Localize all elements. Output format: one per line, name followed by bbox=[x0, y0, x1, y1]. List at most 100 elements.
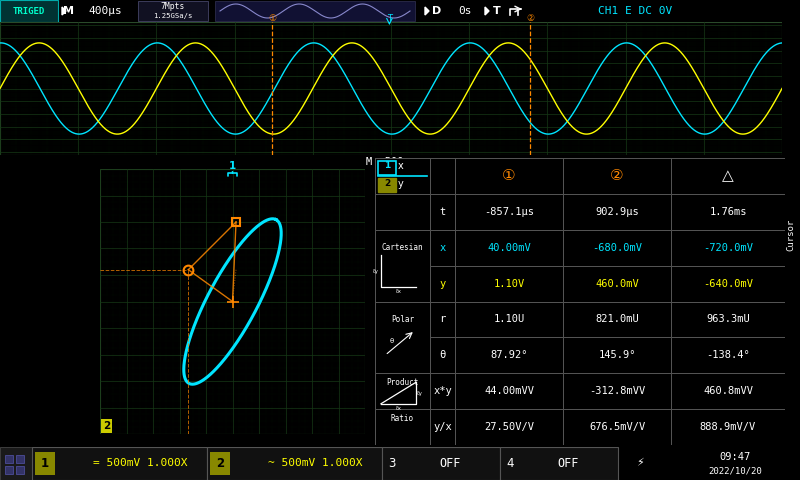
Polygon shape bbox=[62, 7, 66, 15]
Text: -640.0mV: -640.0mV bbox=[703, 279, 753, 288]
Bar bbox=[671, 409, 785, 445]
Text: ②: ② bbox=[526, 13, 534, 23]
Bar bbox=[375, 301, 430, 373]
Bar bbox=[671, 373, 785, 409]
Bar bbox=[430, 158, 455, 194]
Bar bbox=[455, 301, 563, 337]
Bar bbox=[455, 337, 563, 373]
Text: 2: 2 bbox=[102, 421, 110, 432]
Bar bbox=[375, 230, 430, 301]
Bar bbox=[378, 161, 396, 175]
Bar bbox=[430, 230, 455, 266]
Text: r: r bbox=[439, 314, 446, 324]
Text: 676.5mV/V: 676.5mV/V bbox=[589, 422, 645, 432]
Text: T: T bbox=[387, 13, 392, 23]
Text: Cartesian: Cartesian bbox=[382, 243, 423, 252]
Text: t: t bbox=[439, 207, 446, 217]
Bar bbox=[563, 337, 671, 373]
Bar bbox=[375, 158, 430, 194]
Text: 902.9μs: 902.9μs bbox=[595, 207, 639, 217]
Text: ②: ② bbox=[610, 168, 624, 183]
Text: 44.00mVV: 44.00mVV bbox=[484, 386, 534, 396]
Text: δx: δx bbox=[395, 289, 402, 294]
Bar bbox=[455, 409, 563, 445]
Text: y/x: y/x bbox=[433, 422, 452, 432]
Bar bbox=[430, 337, 455, 373]
Text: 1.10V: 1.10V bbox=[494, 279, 525, 288]
Bar bbox=[671, 194, 785, 230]
Text: M  500μs: M 500μs bbox=[366, 157, 416, 167]
Bar bbox=[563, 266, 671, 301]
Text: 7Mpts: 7Mpts bbox=[161, 1, 185, 11]
Text: M: M bbox=[62, 6, 74, 16]
Bar bbox=[563, 194, 671, 230]
Text: TRIGED: TRIGED bbox=[13, 7, 45, 15]
Bar bbox=[378, 178, 396, 192]
Text: y: y bbox=[398, 179, 404, 189]
Polygon shape bbox=[425, 7, 429, 15]
Text: x: x bbox=[398, 161, 404, 171]
Bar bbox=[375, 409, 430, 445]
Bar bbox=[430, 266, 455, 301]
Text: 460.8mVV: 460.8mVV bbox=[703, 386, 753, 396]
Text: x*y: x*y bbox=[433, 386, 452, 396]
Text: x: x bbox=[439, 243, 446, 253]
Bar bbox=[16, 455, 24, 463]
Text: = 500mV 1.000X: = 500mV 1.000X bbox=[93, 458, 187, 468]
Bar bbox=[563, 409, 671, 445]
Text: 460.0mV: 460.0mV bbox=[595, 279, 639, 288]
Text: θ: θ bbox=[439, 350, 446, 360]
Bar bbox=[455, 158, 563, 194]
Text: T: T bbox=[493, 6, 501, 16]
Text: 1.76ms: 1.76ms bbox=[710, 207, 746, 217]
Text: θ: θ bbox=[390, 338, 394, 344]
Bar bbox=[375, 373, 430, 409]
Bar bbox=[563, 301, 671, 337]
Text: 3: 3 bbox=[388, 457, 396, 470]
Text: δx: δx bbox=[395, 406, 402, 411]
Bar bbox=[563, 373, 671, 409]
Bar bbox=[0, 447, 32, 480]
Bar bbox=[455, 194, 563, 230]
Text: -312.8mVV: -312.8mVV bbox=[589, 386, 645, 396]
Text: OFF: OFF bbox=[558, 457, 578, 470]
Text: 888.9mV/V: 888.9mV/V bbox=[700, 422, 756, 432]
Text: △: △ bbox=[722, 168, 734, 183]
Polygon shape bbox=[485, 7, 489, 15]
Bar bbox=[671, 230, 785, 266]
Text: 87.92°: 87.92° bbox=[490, 350, 528, 360]
Bar bbox=[35, 452, 55, 475]
Text: 0s: 0s bbox=[458, 6, 472, 16]
Text: Polar: Polar bbox=[391, 315, 414, 324]
Bar bbox=[671, 337, 785, 373]
Text: -857.1μs: -857.1μs bbox=[484, 207, 534, 217]
Text: 2: 2 bbox=[384, 180, 390, 189]
Bar bbox=[455, 230, 563, 266]
Bar bbox=[563, 158, 671, 194]
Bar bbox=[455, 373, 563, 409]
Text: 400μs: 400μs bbox=[88, 6, 122, 16]
Bar bbox=[563, 230, 671, 266]
Bar bbox=[5, 455, 13, 463]
Bar bbox=[32, 447, 207, 480]
Bar bbox=[375, 194, 430, 230]
Text: ~ 500mV 1.000X: ~ 500mV 1.000X bbox=[268, 458, 362, 468]
Bar bbox=[671, 301, 785, 337]
Text: 09:47: 09:47 bbox=[719, 452, 750, 462]
Bar bbox=[500, 447, 618, 480]
Text: -138.4°: -138.4° bbox=[706, 350, 750, 360]
Text: 2: 2 bbox=[216, 457, 224, 470]
Bar bbox=[207, 447, 382, 480]
Text: Product: Product bbox=[386, 378, 418, 387]
Text: -720.0mV: -720.0mV bbox=[703, 243, 753, 253]
Text: -680.0mV: -680.0mV bbox=[592, 243, 642, 253]
Text: 2022/10/20: 2022/10/20 bbox=[708, 466, 762, 475]
Bar bbox=[16, 466, 24, 474]
Text: D: D bbox=[432, 6, 442, 16]
Bar bbox=[210, 452, 230, 475]
Bar bbox=[5, 466, 13, 474]
Bar bbox=[430, 194, 455, 230]
Bar bbox=[671, 158, 785, 194]
Bar bbox=[430, 409, 455, 445]
Bar bbox=[455, 266, 563, 301]
